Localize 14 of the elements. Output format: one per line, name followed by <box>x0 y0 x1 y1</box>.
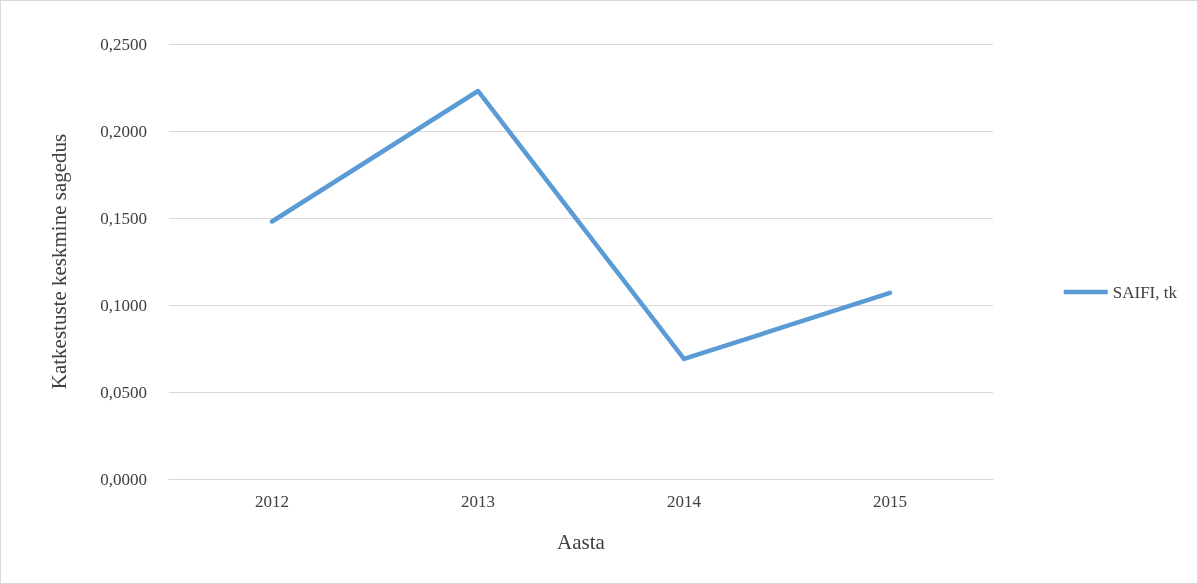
x-axis-title: Aasta <box>557 529 606 554</box>
y-tick-label: 0,0500 <box>100 382 147 402</box>
y-tick-label: 0,2500 <box>100 34 147 54</box>
x-tick-label: 2012 <box>255 492 289 511</box>
line-series <box>269 88 893 362</box>
y-tick-label: 0,0000 <box>100 469 147 489</box>
y-tick-label: 0,1000 <box>100 295 147 315</box>
y-tick-label: 0,2000 <box>100 121 147 141</box>
y-tick-label: 0,1500 <box>100 208 147 228</box>
y-axis-title: Katkestuste keskmine sagedus <box>46 133 71 390</box>
legend-label: SAIFI, tk <box>1112 282 1178 302</box>
x-tick-label: 2014 <box>667 492 702 511</box>
x-tick-label: 2015 <box>873 492 907 511</box>
x-tick-label: 2013 <box>461 492 495 511</box>
